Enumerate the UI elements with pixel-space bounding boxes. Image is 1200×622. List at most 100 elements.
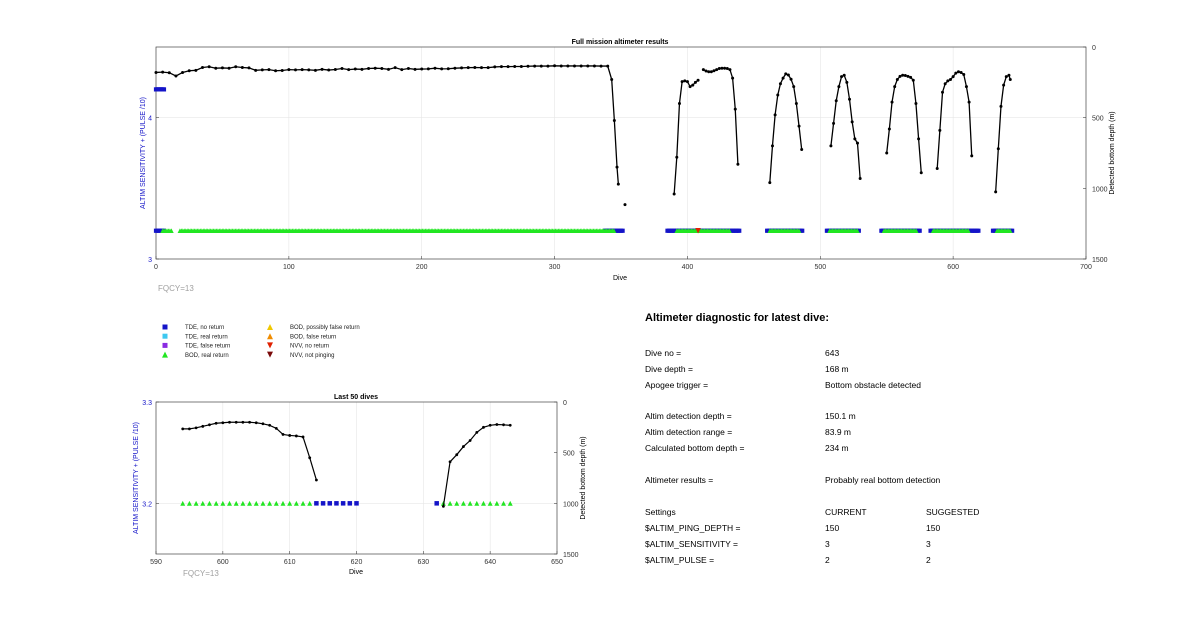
bottom-depth-point [693, 80, 697, 84]
y2-tick-label: 1500 [563, 552, 579, 559]
bottom-depth-point [493, 65, 497, 69]
bod-real-return-marker [186, 500, 192, 506]
diag-label: $ALTIM_SENSITIVITY = [645, 539, 738, 549]
y2-tick-label: 1000 [1092, 186, 1108, 193]
bottom-depth-point [964, 85, 968, 89]
bottom-depth-point [294, 434, 298, 438]
bottom-depth-point [935, 167, 939, 171]
bottom-depth-point [606, 64, 610, 68]
bottom-depth-point [167, 71, 171, 75]
bottom-depth-point [579, 64, 583, 68]
bod-real-return-marker [213, 500, 219, 506]
diag-label: $ALTIM_PING_DEPTH = [645, 523, 741, 533]
diag-row-settings-header: Settings CURRENT SUGGESTED [645, 507, 1065, 519]
bottom-depth-point [770, 144, 774, 148]
bod-real-return-marker [855, 228, 860, 234]
bottom-depth-point [855, 141, 859, 145]
legend-label: BOD, real return [185, 353, 229, 359]
bod-real-return-marker [481, 500, 486, 506]
bod-real-return-marker [494, 500, 500, 506]
bottom-depth-point [1004, 75, 1008, 79]
bottom-depth-point [773, 113, 777, 117]
bottom-depth-point [254, 68, 258, 72]
bottom-depth-point [778, 82, 782, 86]
bod-real-return-marker [487, 500, 493, 506]
bottom-depth-point [194, 68, 198, 72]
bottom-depth-point [898, 74, 902, 78]
last-50-dives-chart: Last 50 dives Dive ALTIM SENSITIVITY + (… [133, 394, 587, 578]
bottom-depth-point [488, 423, 492, 427]
tde-no-return-marker [976, 228, 981, 233]
bod-real-return-marker [253, 500, 259, 506]
bod-real-return-marker [460, 500, 466, 506]
bottom-depth-point [948, 78, 952, 82]
bottom-depth-point [241, 420, 245, 424]
diag-value: 150 [825, 523, 840, 533]
bod-real-return-marker [260, 500, 266, 506]
bottom-depth-point [327, 68, 331, 72]
bottom-depth-point [834, 99, 838, 103]
bottom-depth-point [228, 420, 231, 424]
bottom-depth-point [315, 478, 318, 482]
bottom-depth-point [533, 64, 537, 68]
bottom-depth-point [300, 68, 304, 72]
bottom-depth-point [786, 73, 790, 77]
tde-no-return-marker [856, 228, 861, 233]
x-tick-label: 600 [947, 264, 959, 271]
bottom-depth-point [885, 151, 889, 155]
bottom-depth-point [288, 434, 292, 437]
diag-value: CURRENT [825, 507, 867, 517]
bottom-depth-point [680, 80, 684, 84]
bottom-depth-point [154, 70, 158, 74]
bottom-depth-point [599, 64, 603, 68]
fqcy-note: FQCY=13 [158, 284, 194, 293]
bottom-depth-point [728, 68, 732, 72]
legend-label: TDE, false return [185, 344, 230, 350]
bottom-depth-point [683, 79, 687, 83]
bottom-depth-point [420, 67, 424, 71]
x-tick-label: 600 [217, 559, 229, 566]
y2-tick-label: 1500 [1092, 257, 1108, 264]
bod-real-return-marker [206, 500, 212, 506]
full-mission-chart: Full mission altimeter results Dive ALTI… [140, 39, 1116, 293]
bottom-depth-point [677, 102, 681, 106]
bottom-depth-point [455, 453, 459, 457]
y2-axis-label: Detected bottom depth (m) [580, 436, 587, 519]
bottom-depth-point [715, 68, 719, 72]
bottom-depth-point [914, 102, 918, 106]
bottom-depth-point [909, 75, 913, 79]
bottom-depth-point [887, 127, 891, 131]
bottom-depth-point [946, 79, 950, 83]
bottom-depth-point [220, 66, 224, 70]
bottom-depth-point [187, 69, 191, 73]
legend-label: TDE, real return [185, 334, 228, 340]
bottom-depth-point [592, 64, 596, 68]
bottom-depth-point [207, 65, 211, 69]
bottom-depth-point [911, 78, 915, 82]
bottom-depth-point [954, 71, 958, 75]
bottom-depth-point [248, 420, 251, 424]
diag-label: Dive no = [645, 348, 682, 358]
diag-label: Apogee trigger = [645, 380, 709, 390]
y-axis-label: ALTIM SENSITIVITY + (PULSE /10) [140, 97, 147, 209]
plot-area: 0 100 200 300 400 500 600 700 3 4 0 500 1000 1500 [148, 45, 1108, 271]
bottom-depth-point [462, 445, 465, 448]
diag-label: Altimeter results = [645, 475, 714, 485]
bod-real-return-marker [240, 500, 246, 506]
bottom-depth-point [502, 423, 505, 427]
bottom-depth-point [221, 421, 225, 425]
y2-tick-label: 1000 [563, 501, 579, 508]
legend-marker [162, 351, 168, 358]
bottom-depth-point [513, 65, 517, 69]
bottom-depth-point [999, 104, 1003, 108]
bottom-depth-point [380, 66, 384, 70]
bottom-depth-line [155, 65, 619, 185]
bottom-depth-point [906, 74, 910, 78]
diag-row-apogee-trigger: Apogee trigger = Bottom obstacle detecte… [645, 380, 1065, 392]
x-tick-label: 200 [416, 264, 428, 271]
bottom-depth-point [508, 423, 512, 427]
bottom-depth-point [800, 147, 804, 151]
bottom-depth-point [181, 427, 185, 431]
legend-marker [267, 324, 273, 330]
bottom-depth-point [559, 64, 563, 68]
